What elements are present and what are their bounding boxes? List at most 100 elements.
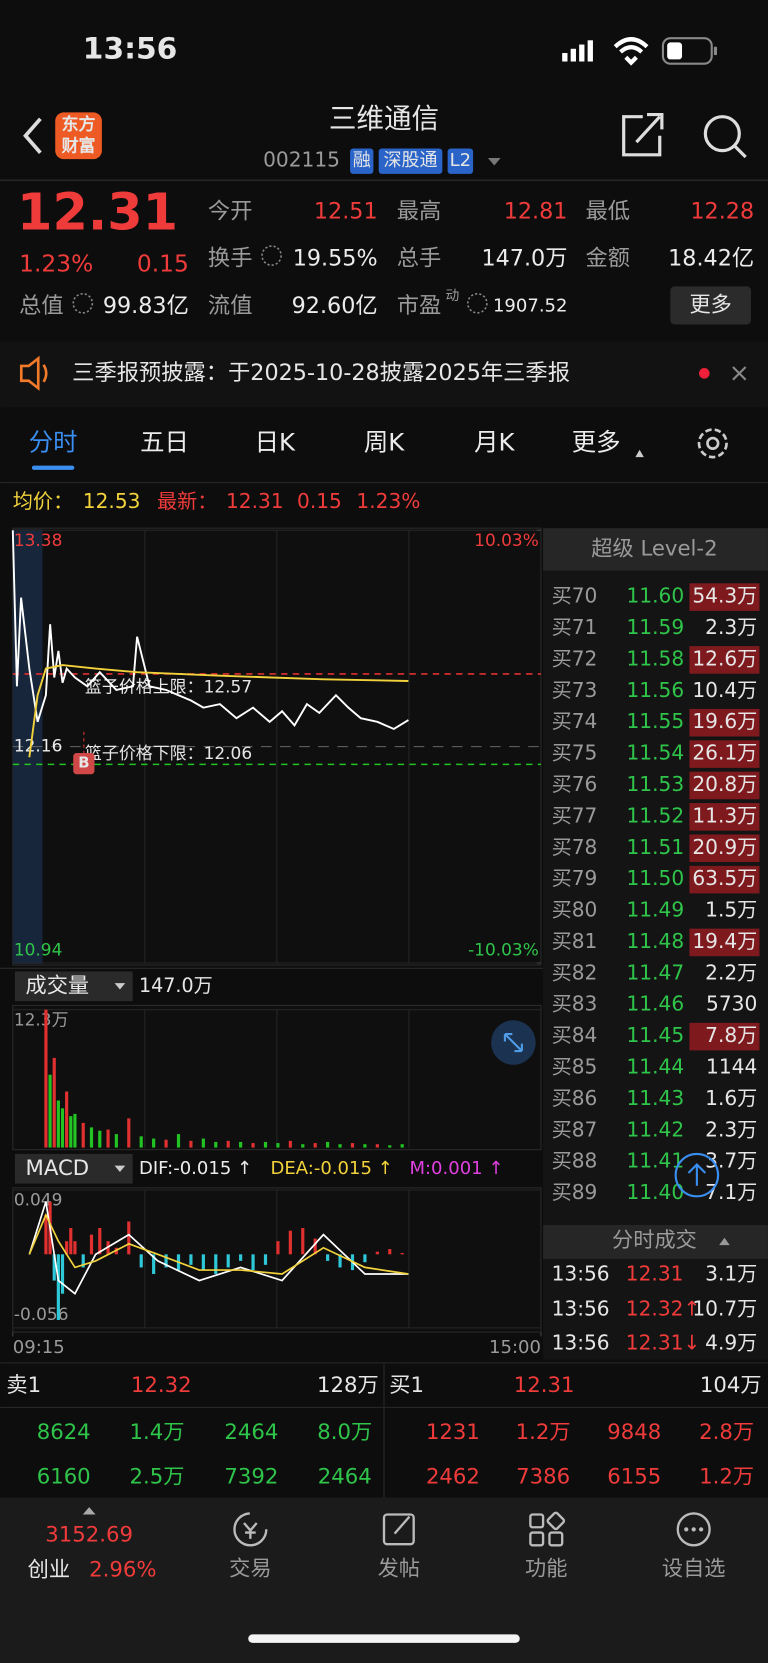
- gear-outer[interactable]: [697, 428, 728, 459]
- sell-queue-cell: 2464: [318, 1464, 372, 1489]
- more-button-label[interactable]: 更多: [689, 292, 731, 317]
- level2-price: 11.47: [626, 960, 684, 984]
- level2-label: 买70: [552, 584, 598, 608]
- tag-badge: [447, 148, 474, 174]
- notice-text[interactable]: 三季报预披露：于2025-10-28披露2025年三季报: [72, 360, 570, 386]
- signal-bar: [579, 44, 585, 62]
- search-handle[interactable]: [733, 145, 747, 159]
- dot[interactable]: [698, 1527, 704, 1532]
- volume-selector[interactable]: [14, 971, 133, 1002]
- sell1-volume: 128万: [317, 1373, 379, 1398]
- level2-volume: 2.3万: [705, 1117, 757, 1141]
- field-label: 金额: [586, 245, 631, 271]
- share-arrow[interactable]: [635, 112, 664, 144]
- scroll-top-button[interactable]: [674, 1152, 720, 1198]
- tab[interactable]: 日K: [255, 427, 296, 456]
- volume-bar: [81, 1122, 85, 1148]
- info-icon[interactable]: [261, 245, 282, 266]
- dot[interactable]: [691, 1527, 696, 1532]
- tab[interactable]: 月K: [474, 427, 515, 456]
- trade-icon-yen[interactable]: [243, 1522, 258, 1539]
- level2-volume: 54.3万: [692, 584, 757, 608]
- scroll-top-icon[interactable]: [687, 1163, 707, 1186]
- index-arrow[interactable]: [82, 1507, 96, 1515]
- index-pct[interactable]: 2.96%: [89, 1558, 156, 1583]
- sell-queue-cell: 8.0万: [317, 1420, 372, 1445]
- dot[interactable]: [684, 1527, 689, 1532]
- index-name[interactable]: 创业: [28, 1558, 70, 1583]
- index-value[interactable]: 3152.69: [45, 1523, 133, 1548]
- macd-bar: [69, 1228, 73, 1255]
- level2-label: 买79: [552, 866, 598, 890]
- volume-bar: [288, 1140, 292, 1148]
- macd-bar: [288, 1230, 292, 1255]
- tab[interactable]: 五日: [140, 427, 189, 456]
- macd-title[interactable]: MACD: [26, 1156, 90, 1181]
- info-icon[interactable]: [466, 292, 488, 314]
- field-value: 99.83亿: [103, 293, 189, 319]
- last-value: 12.31: [226, 489, 284, 513]
- nav-item[interactable]: 发帖: [378, 1557, 420, 1582]
- trades-arrow[interactable]: [719, 1237, 730, 1246]
- info-icon[interactable]: [72, 292, 94, 314]
- macd-bar: [400, 1253, 404, 1255]
- battery-level: [667, 42, 683, 60]
- volume-bar: [152, 1138, 156, 1148]
- trade-volume: 3.1万: [705, 1261, 757, 1285]
- more-button[interactable]: [670, 286, 751, 325]
- nav-item[interactable]: 设自选: [662, 1557, 726, 1582]
- trade-icon[interactable]: [233, 1512, 268, 1547]
- level2-volume: 1.6万: [705, 1086, 757, 1110]
- tab[interactable]: 更多: [572, 427, 621, 456]
- post-icon-pen[interactable]: [393, 1515, 411, 1535]
- expand-icon[interactable]: [503, 1033, 523, 1053]
- tab[interactable]: 分时: [29, 427, 78, 456]
- trade-time: 13:56: [552, 1330, 610, 1354]
- trades-rows: 13:56 12.31 3.1万 13:56 12.32↑10.7万 13:56 12.31…: [552, 1261, 758, 1354]
- search-button[interactable]: [703, 115, 747, 159]
- buy-queue-cell: 1.2万: [516, 1420, 571, 1445]
- volume-bar: [375, 1144, 379, 1148]
- stock-name: 三维通信: [329, 102, 439, 135]
- level2-label: 买72: [552, 646, 598, 670]
- volume-highlight: [689, 928, 760, 957]
- close-button[interactable]: [732, 366, 747, 381]
- speaker-wave: [42, 364, 48, 383]
- nav-item[interactable]: 功能: [525, 1557, 567, 1582]
- volume-bar: [313, 1143, 317, 1148]
- level2-label: 买83: [552, 992, 598, 1016]
- level2-label: 买85: [552, 1055, 598, 1079]
- buy-queue-cell: 2462: [426, 1464, 480, 1489]
- indicator-selector[interactable]: [14, 1153, 133, 1184]
- settings-button[interactable]: [697, 428, 728, 459]
- tab[interactable]: 周K: [364, 427, 405, 456]
- level2-volume: 1144: [706, 1055, 757, 1079]
- dropdown-arrow[interactable]: [487, 158, 501, 166]
- share-button[interactable]: [622, 112, 664, 157]
- volume-highlight: [689, 740, 760, 768]
- search-lens[interactable]: [703, 115, 741, 153]
- trade-marker[interactable]: [73, 753, 95, 775]
- selector-arrow[interactable]: [114, 983, 126, 990]
- func-icon[interactable]: [529, 1513, 545, 1529]
- gear-inner[interactable]: [706, 436, 720, 450]
- watch-icon[interactable]: [676, 1512, 711, 1547]
- post-icon[interactable]: [382, 1513, 415, 1546]
- avg-value: 12.53: [83, 489, 141, 513]
- volume-bar: [338, 1144, 342, 1148]
- level2-volume: 19.4万: [692, 929, 757, 953]
- back-button[interactable]: [23, 117, 42, 154]
- trade-marker-label[interactable]: B: [78, 755, 89, 772]
- buy-queue-cell: 1.2万: [699, 1464, 754, 1489]
- volume-highlight: [689, 771, 760, 800]
- selector-arrow[interactable]: [114, 1165, 126, 1172]
- trade-time: 13:56: [552, 1261, 610, 1285]
- func-icon[interactable]: [546, 1511, 566, 1531]
- func-icon[interactable]: [548, 1531, 564, 1547]
- field-value: 19.55%: [293, 245, 378, 271]
- nav-item[interactable]: 交易: [229, 1557, 271, 1582]
- share-box[interactable]: [622, 115, 662, 157]
- status-icons: [562, 37, 718, 66]
- func-icon[interactable]: [529, 1531, 545, 1547]
- volume-title[interactable]: 成交量: [26, 973, 90, 998]
